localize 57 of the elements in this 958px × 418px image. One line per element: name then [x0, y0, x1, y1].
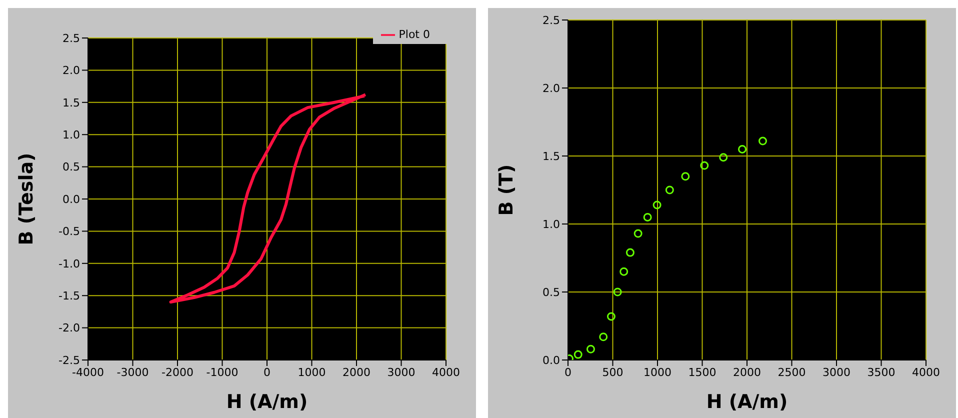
- line-series: [169, 93, 367, 304]
- x-tick-label: 1000: [298, 366, 326, 379]
- y-tick-label: 2.0: [542, 82, 560, 95]
- point: [719, 153, 728, 162]
- x-tick-label: 2500: [778, 366, 806, 379]
- y-tick-label: 1.5: [542, 150, 560, 163]
- y-tick-label: 2.5: [62, 32, 80, 45]
- point: [620, 267, 628, 276]
- point: [665, 186, 674, 194]
- y-tick-label: -2.5: [58, 354, 80, 367]
- x-tick-label: 1000: [644, 366, 672, 379]
- y-tick-label: 1.5: [62, 96, 80, 110]
- point: [652, 200, 662, 210]
- y-tick-label: 2.5: [542, 14, 560, 27]
- y-axis-title: B (T): [496, 164, 518, 216]
- x-tick-label: 2000: [342, 366, 370, 379]
- point: [700, 161, 709, 170]
- y-tick-label: 0.5: [62, 160, 80, 174]
- y-axis-title: B (Tesla): [16, 152, 38, 246]
- x-tick-label: 3000: [387, 366, 416, 379]
- x-tick-label: 0: [264, 366, 270, 379]
- x-axis-title: H (A/m): [706, 391, 788, 413]
- y-tick-label: 1.0: [542, 218, 560, 231]
- x-tick-label: 500: [602, 366, 624, 379]
- x-tick-label: 1500: [688, 366, 716, 379]
- x-tick-label: 3000: [822, 366, 850, 379]
- y-tick-label: -1.5: [58, 290, 80, 303]
- y-tick-label: 1.0: [62, 128, 80, 142]
- x-tick-label: 4000: [912, 366, 940, 379]
- x-axis-title: H (A/m): [226, 391, 308, 413]
- point: [643, 212, 652, 222]
- x-tick-label: -3000: [116, 366, 149, 379]
- x-tick-label: -2000: [162, 366, 194, 379]
- point: [758, 136, 767, 146]
- point: [606, 312, 616, 321]
- y-tick-label: -2.0: [58, 322, 80, 335]
- x-tick-label: 2000: [733, 366, 761, 379]
- y-tick-label: 0.5: [542, 286, 560, 299]
- x-tick-label: -4000: [72, 366, 104, 379]
- point: [574, 350, 582, 359]
- y-tick-label: 0.0: [542, 354, 560, 367]
- x-tick-label: 3500: [867, 366, 896, 379]
- y-tick-label: 2.0: [62, 64, 80, 78]
- x-tick-label: -1000: [206, 366, 238, 379]
- point: [738, 144, 747, 154]
- point: [613, 288, 622, 296]
- x-tick-label: 4000: [432, 366, 460, 379]
- point: [599, 332, 608, 342]
- y-tick-label: -1.0: [58, 257, 80, 270]
- point: [586, 344, 595, 354]
- y-tick-label: -0.5: [58, 225, 80, 238]
- x-tick-label: 0: [564, 366, 572, 379]
- point: [626, 248, 634, 257]
- y-tick-label: 0.0: [62, 192, 80, 206]
- point: [681, 172, 690, 181]
- legend-label: Plot 0: [398, 28, 430, 42]
- point: [634, 229, 642, 238]
